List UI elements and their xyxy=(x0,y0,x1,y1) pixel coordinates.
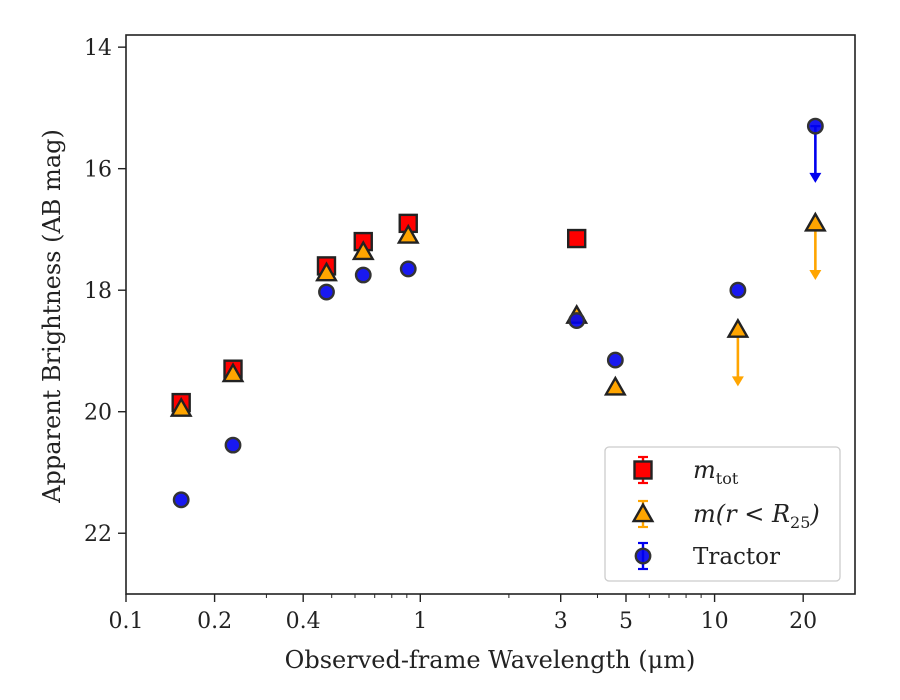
data-point-circle xyxy=(568,312,586,330)
data-point-triangle xyxy=(726,317,750,338)
y-tick-label: 22 xyxy=(84,522,112,547)
x-axis-ticks: 0.1 0.2 0.4 1 3 5 10 20 xyxy=(109,594,817,634)
x-tick-label: 3 xyxy=(554,609,568,634)
data-point-triangle xyxy=(221,362,245,383)
x-axis-label: Observed-frame Wavelength (μm) xyxy=(285,646,696,674)
x-tick-label: 0.4 xyxy=(286,609,321,634)
legend-label: mtot xyxy=(693,456,739,488)
limit-arrow-head xyxy=(809,270,822,281)
x-tick-label: 5 xyxy=(619,609,633,634)
data-point-triangle xyxy=(803,211,827,232)
y-tick-label: 14 xyxy=(84,36,112,61)
data-point-triangle xyxy=(351,240,375,261)
data-point-triangle xyxy=(169,396,193,417)
legend-marker-circle xyxy=(634,547,652,565)
x-tick-label: 20 xyxy=(789,609,817,634)
series-triangle xyxy=(169,211,827,417)
legend-box xyxy=(604,446,841,582)
data-point-circle xyxy=(729,281,747,299)
data-point-circle xyxy=(318,283,335,301)
data-point-triangle xyxy=(396,223,420,244)
data-point-circle xyxy=(806,117,824,135)
y-tick-label: 18 xyxy=(84,279,112,304)
x-tick-label: 0.2 xyxy=(197,609,232,634)
plot-border xyxy=(125,34,856,595)
upper-limit-arrow xyxy=(809,125,822,183)
y-axis-ticks: 14 16 18 20 22 xyxy=(84,36,126,547)
upper-limit-arrow xyxy=(809,222,822,281)
data-point-triangle xyxy=(603,375,627,396)
series-circle xyxy=(172,117,824,509)
data-point-triangle xyxy=(315,261,338,282)
y-tick-label: 20 xyxy=(84,401,112,426)
upper-limit-arrow xyxy=(731,328,744,387)
data-point-circle xyxy=(224,436,242,454)
limit-arrow-head xyxy=(809,172,822,183)
data-point-circle xyxy=(606,351,624,369)
legend-label: Tractor xyxy=(693,544,780,570)
x-tick-label: 0.1 xyxy=(109,609,144,634)
x-tick-label: 10 xyxy=(701,609,729,634)
data-marks xyxy=(169,117,827,509)
legend-marker-triangle xyxy=(631,502,655,523)
data-point-circle xyxy=(354,266,372,284)
x-tick-label: 1 xyxy=(413,609,427,634)
legend-marker-square xyxy=(633,460,653,480)
y-tick-label: 16 xyxy=(84,158,112,183)
legend: mtot m(r < R25) Tractor xyxy=(604,446,841,582)
data-point-square xyxy=(567,228,587,249)
limit-arrow-head xyxy=(731,376,744,387)
plot-frame xyxy=(125,34,856,595)
legend-label: m(r < R25) xyxy=(693,500,820,532)
data-point-circle xyxy=(399,260,417,278)
y-axis-label: Apparent Brightness (AB mag) xyxy=(38,129,66,504)
data-point-circle xyxy=(172,491,190,509)
